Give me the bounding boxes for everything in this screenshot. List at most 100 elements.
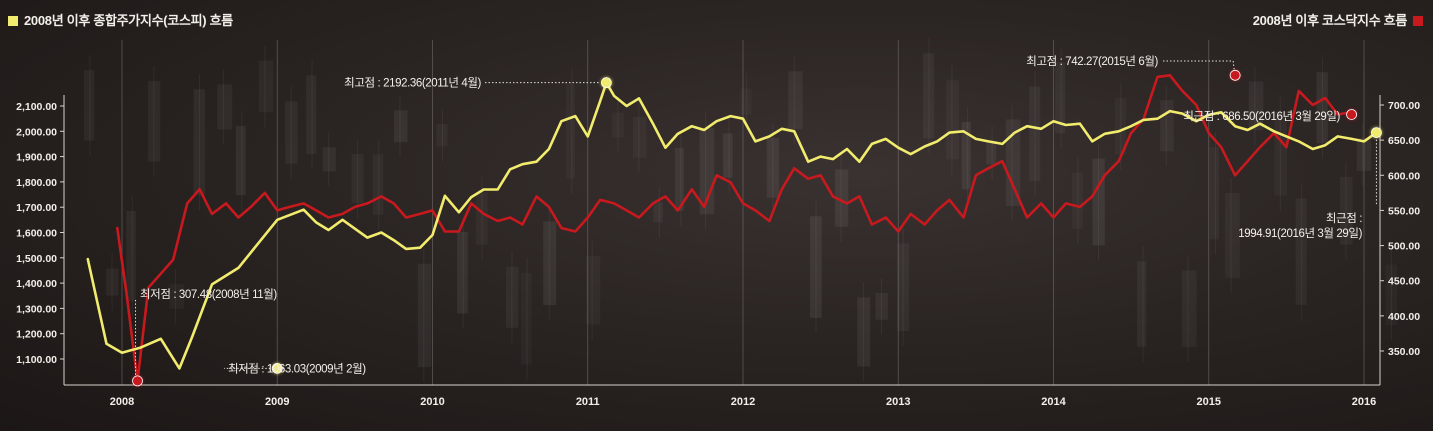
bg-candle bbox=[1339, 177, 1353, 245]
bg-candle bbox=[1225, 192, 1240, 279]
bg-candle bbox=[322, 147, 336, 172]
bg-candle bbox=[1295, 198, 1307, 305]
bg-candle bbox=[1029, 86, 1041, 182]
bg-candle bbox=[1316, 72, 1328, 144]
x-tick-label: 2011 bbox=[576, 396, 600, 408]
left-tick-label: 2,100.00 bbox=[16, 101, 57, 113]
right-tick-label: 600.00 bbox=[1388, 170, 1420, 182]
bg-candle bbox=[723, 133, 733, 178]
annotation-kospi-max: 최고점 : 2192.36(2011년 4월) bbox=[344, 77, 481, 90]
bg-candle bbox=[505, 266, 519, 328]
bg-candle bbox=[809, 216, 822, 318]
bg-candle bbox=[1005, 119, 1021, 207]
bg-candle bbox=[1055, 62, 1066, 134]
x-tick-label: 2016 bbox=[1352, 396, 1376, 408]
annotation-kosdaq-last: 최근점 : 686.50(2016년 3월 29일) bbox=[1183, 109, 1340, 123]
x-tick-label: 2008 bbox=[110, 396, 134, 408]
legend-kosdaq: 2008년 이후 코스닥지수 흐름 bbox=[1253, 10, 1423, 29]
leader-kosdaq-max-v bbox=[1232, 60, 1235, 70]
bg-candle bbox=[961, 121, 971, 190]
left-tick-label: 1,200.00 bbox=[16, 329, 57, 341]
bg-candle bbox=[633, 117, 647, 158]
x-tick-label: 2012 bbox=[731, 396, 755, 408]
annotation-kospi-min: 최저점 : 1063.03(2009년 2월) bbox=[228, 362, 366, 375]
bg-candle bbox=[258, 60, 274, 113]
bg-candle bbox=[543, 221, 557, 306]
marker-kospi_max bbox=[600, 77, 612, 89]
legend-kosdaq-label: 2008년 이후 코스닥지수 흐름 bbox=[1252, 13, 1408, 28]
bg-candle bbox=[653, 202, 663, 223]
x-tick-label: 2013 bbox=[886, 396, 910, 408]
bg-candle bbox=[788, 71, 803, 130]
bg-candle bbox=[1248, 81, 1264, 131]
right-tick-label: 400.00 bbox=[1388, 311, 1420, 323]
annotation-kosdaq-max: 최고점 : 742.27(2015년 6월) bbox=[1026, 55, 1158, 68]
left-tick-label: 1,400.00 bbox=[16, 278, 57, 290]
bg-candle bbox=[126, 210, 136, 302]
bg-candle bbox=[373, 154, 384, 215]
bg-candle bbox=[946, 80, 959, 159]
bg-candle bbox=[741, 88, 752, 114]
right-tick-label: 350.00 bbox=[1388, 346, 1420, 358]
x-tick-label: 2014 bbox=[1041, 396, 1066, 408]
x-tick-label: 2010 bbox=[420, 396, 444, 408]
bg-candle bbox=[83, 70, 95, 141]
bg-candle bbox=[897, 243, 910, 331]
right-tick-label: 650.00 bbox=[1388, 135, 1420, 147]
bg-candle bbox=[766, 138, 780, 198]
bg-candle bbox=[306, 75, 317, 155]
left-tick-label: 1,700.00 bbox=[16, 202, 57, 214]
left-tick-label: 1,800.00 bbox=[16, 177, 57, 189]
right-tick-label: 550.00 bbox=[1388, 205, 1420, 217]
bg-candle bbox=[1210, 147, 1220, 239]
bg-candle bbox=[235, 125, 246, 196]
bg-candle bbox=[586, 256, 600, 324]
right-tick-label: 450.00 bbox=[1388, 276, 1420, 288]
marker-kosdaq_last bbox=[1346, 109, 1357, 120]
bg-candle bbox=[147, 81, 161, 162]
series-line-kospi bbox=[86, 81, 1378, 370]
right-tick-label: 500.00 bbox=[1388, 241, 1420, 253]
series-lines bbox=[86, 74, 1378, 383]
bg-candle bbox=[393, 110, 408, 143]
bg-candle bbox=[217, 84, 233, 130]
right-tick-label: 700.00 bbox=[1388, 100, 1420, 112]
annotations: 최고점 : 2192.36(2011년 4월) 최저점 : 1063.03(200… bbox=[131, 55, 1383, 388]
bg-candle bbox=[193, 89, 206, 196]
left-tick-label: 2,000.00 bbox=[16, 126, 57, 138]
bg-candle bbox=[351, 153, 364, 204]
legend-kospi: 2008년 이후 종합주가지수(코스피) 흐름 bbox=[8, 10, 233, 29]
legend-kospi-swatch bbox=[8, 16, 18, 26]
legend-kosdaq-swatch bbox=[1413, 16, 1423, 26]
annotation-kospi-last-line2: 1994.91(2016년 3월 29일) bbox=[1238, 226, 1362, 240]
bg-candle bbox=[521, 273, 532, 364]
annotation-kosdaq-min: 최저점 : 307.48(2008년 11월) bbox=[140, 288, 277, 301]
bg-candle bbox=[1160, 100, 1174, 152]
legend-kospi-label: 2008년 이후 종합주가지수(코스피) 흐름 bbox=[24, 13, 233, 28]
bg-candle bbox=[566, 84, 575, 179]
bg-candle bbox=[875, 292, 888, 320]
bg-candle bbox=[457, 231, 468, 314]
axes: 2008 2009 2010 2011 2012 2013 2014 2015 2016 1,10… bbox=[16, 95, 1420, 408]
bg-candle bbox=[1181, 270, 1197, 348]
bg-candle bbox=[923, 53, 935, 139]
bg-candle bbox=[285, 101, 298, 164]
bg-candle bbox=[986, 141, 997, 165]
background-candlesticks bbox=[83, 38, 1392, 383]
left-tick-label: 1,900.00 bbox=[16, 152, 57, 164]
bg-candle bbox=[857, 297, 871, 367]
x-tick-label: 2015 bbox=[1197, 396, 1221, 408]
bg-candle bbox=[1072, 173, 1083, 229]
bg-candle bbox=[417, 263, 432, 368]
marker-kosdaq_min bbox=[132, 375, 143, 387]
annotation-kospi-last-line1: 최근점 : bbox=[1326, 212, 1362, 225]
bg-candle bbox=[835, 169, 849, 227]
left-tick-label: 1,500.00 bbox=[16, 253, 57, 265]
marker-kospi_last bbox=[1371, 127, 1382, 138]
bg-candle bbox=[1137, 261, 1147, 347]
grid-lines bbox=[121, 40, 1365, 385]
left-tick-label: 1,300.00 bbox=[16, 303, 57, 315]
left-tick-label: 1,100.00 bbox=[16, 354, 57, 366]
